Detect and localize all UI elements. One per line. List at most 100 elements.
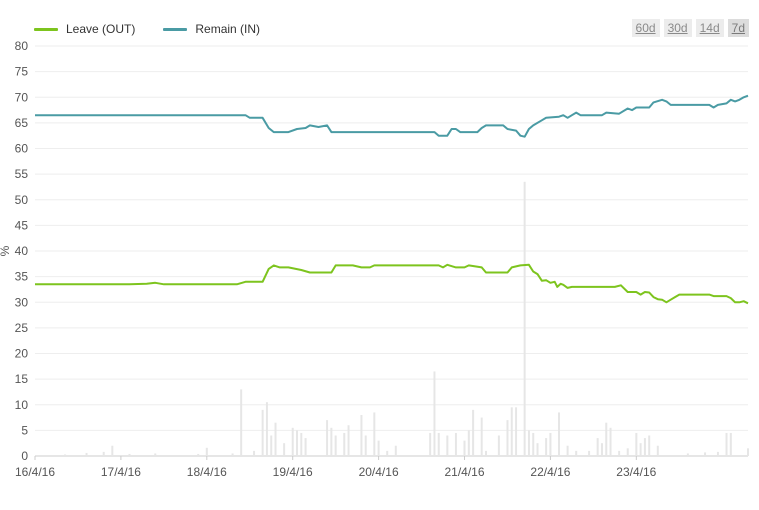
volume-bar xyxy=(618,450,621,456)
y-tick-label: 20 xyxy=(15,347,29,361)
volume-bar xyxy=(360,415,363,456)
volume-bar xyxy=(545,438,548,456)
volume-bar xyxy=(532,432,535,456)
y-tick-label: 10 xyxy=(15,398,29,412)
x-tick-label: 21/4/16 xyxy=(444,465,484,479)
volume-bar xyxy=(515,407,518,456)
y-tick-label: 60 xyxy=(15,142,29,156)
volume-bar xyxy=(261,409,264,456)
volume-bar xyxy=(373,412,376,456)
remain-swatch xyxy=(163,27,188,31)
volume-bar xyxy=(454,432,457,456)
volume-bar xyxy=(270,435,273,456)
volume-bar xyxy=(85,452,88,456)
range-button-7d[interactable]: 7d xyxy=(727,19,749,37)
volume-bar xyxy=(154,453,157,456)
volume-bar xyxy=(588,450,591,456)
volume-bar xyxy=(64,454,67,456)
volume-bar xyxy=(291,427,294,456)
x-tick-label: 20/4/16 xyxy=(359,465,399,479)
volume-bar xyxy=(558,412,561,456)
volume-bar xyxy=(111,445,114,456)
y-tick-label: 50 xyxy=(15,193,29,207)
volume-bar xyxy=(377,440,380,456)
volume-bar xyxy=(656,445,659,456)
volume-bar xyxy=(364,435,367,456)
series-line-remain xyxy=(35,94,749,138)
volume-bar xyxy=(274,422,277,456)
volume-bar xyxy=(686,453,689,456)
volume-bar xyxy=(506,420,509,456)
volume-bar xyxy=(437,432,440,456)
x-tick-label: 18/4/16 xyxy=(187,465,227,479)
volume-bar xyxy=(596,438,599,456)
volume-bar xyxy=(536,443,539,456)
volume-bar xyxy=(484,450,487,456)
volume-bar xyxy=(648,435,651,456)
volume-bar xyxy=(747,448,749,456)
y-axis-label: % xyxy=(0,245,12,256)
volume-bar xyxy=(265,402,268,456)
y-tick-label: 35 xyxy=(15,270,29,284)
range-button-60d[interactable]: 60d xyxy=(631,19,660,37)
volume-bar xyxy=(283,443,286,456)
volume-bar xyxy=(725,432,728,456)
y-tick-label: 25 xyxy=(15,321,29,335)
legend-item-leave[interactable]: Leave (OUT) xyxy=(34,22,135,36)
y-tick-label: 0 xyxy=(21,449,28,463)
volume-bar xyxy=(609,427,612,456)
volume-bar xyxy=(433,371,436,456)
volume-bar xyxy=(639,443,642,456)
volume-bar xyxy=(510,407,513,456)
volume-bar xyxy=(605,422,608,456)
volume-bar xyxy=(729,432,732,456)
volume-bar xyxy=(205,447,208,456)
x-tick-label: 19/4/16 xyxy=(273,465,313,479)
range-button-14d[interactable]: 14d xyxy=(695,19,724,37)
volume-bar xyxy=(523,181,526,456)
volume-bar xyxy=(304,438,307,456)
volume-bar xyxy=(197,453,200,456)
legend-label-remain: Remain (IN) xyxy=(195,22,261,36)
y-tick-label: 75 xyxy=(15,65,29,79)
volume-bar xyxy=(472,409,475,456)
y-tick-label: 70 xyxy=(15,90,29,104)
volume-bar xyxy=(467,430,470,456)
y-tick-label: 40 xyxy=(15,244,29,258)
volume-bar xyxy=(240,389,243,456)
volume-bar xyxy=(128,453,131,456)
volume-bar xyxy=(626,448,629,456)
volume-bar xyxy=(575,450,578,456)
volume-bar xyxy=(635,432,638,456)
y-tick-label: 80 xyxy=(15,39,29,53)
volume-bar xyxy=(296,430,299,456)
volume-bar xyxy=(102,451,105,456)
volume-bar xyxy=(527,430,530,456)
volume-bar xyxy=(347,425,350,456)
volume-bar xyxy=(549,432,552,456)
volume-bar xyxy=(330,427,333,456)
y-tick-label: 15 xyxy=(15,372,29,386)
volume-bar xyxy=(253,450,256,456)
x-tick-label: 23/4/16 xyxy=(616,465,656,479)
y-tick-label: 55 xyxy=(15,167,29,181)
volume-bar xyxy=(300,432,303,456)
range-selector: 60d 30d 14d 7d xyxy=(631,19,749,37)
volume-bar xyxy=(386,450,389,456)
volume-bar xyxy=(643,438,646,456)
volume-bar xyxy=(446,435,449,456)
range-button-30d[interactable]: 30d xyxy=(663,19,692,37)
y-tick-label: 5 xyxy=(21,423,28,437)
legend-label-leave: Leave (OUT) xyxy=(66,22,136,36)
x-tick-label: 17/4/16 xyxy=(101,465,141,479)
volume-bar xyxy=(480,417,483,456)
chart-legend: Leave (OUT) Remain (IN) xyxy=(34,22,260,36)
y-tick-label: 30 xyxy=(15,295,29,309)
volume-bar xyxy=(326,420,329,456)
volume-bar xyxy=(231,453,234,456)
x-tick-label: 22/4/16 xyxy=(530,465,570,479)
legend-item-remain[interactable]: Remain (IN) xyxy=(163,22,260,36)
series-line-leave xyxy=(35,263,749,305)
